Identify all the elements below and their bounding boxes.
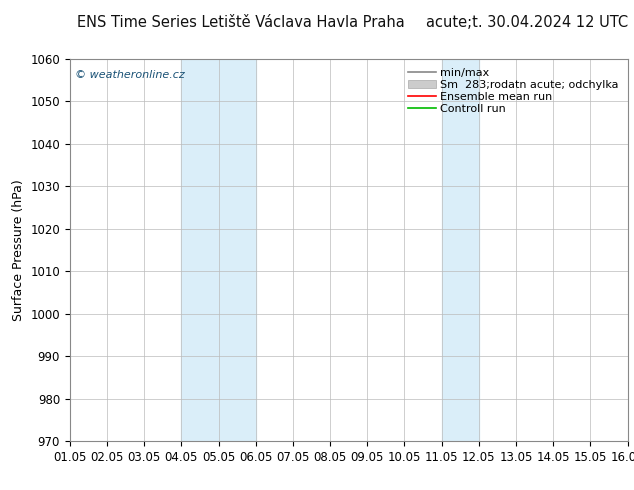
Legend: min/max, Sm  283;rodatn acute; odchylka, Ensemble mean run, Controll run: min/max, Sm 283;rodatn acute; odchylka, …	[404, 64, 622, 118]
Bar	[181, 59, 256, 441]
Y-axis label: Surface Pressure (hPa): Surface Pressure (hPa)	[11, 179, 25, 321]
Text: acute;t. 30.04.2024 12 UTC: acute;t. 30.04.2024 12 UTC	[425, 15, 628, 29]
Text: © weatheronline.cz: © weatheronline.cz	[75, 70, 185, 80]
Text: ENS Time Series Letiště Václava Havla Praha: ENS Time Series Letiště Václava Havla Pr…	[77, 15, 404, 29]
Bar	[442, 59, 479, 441]
